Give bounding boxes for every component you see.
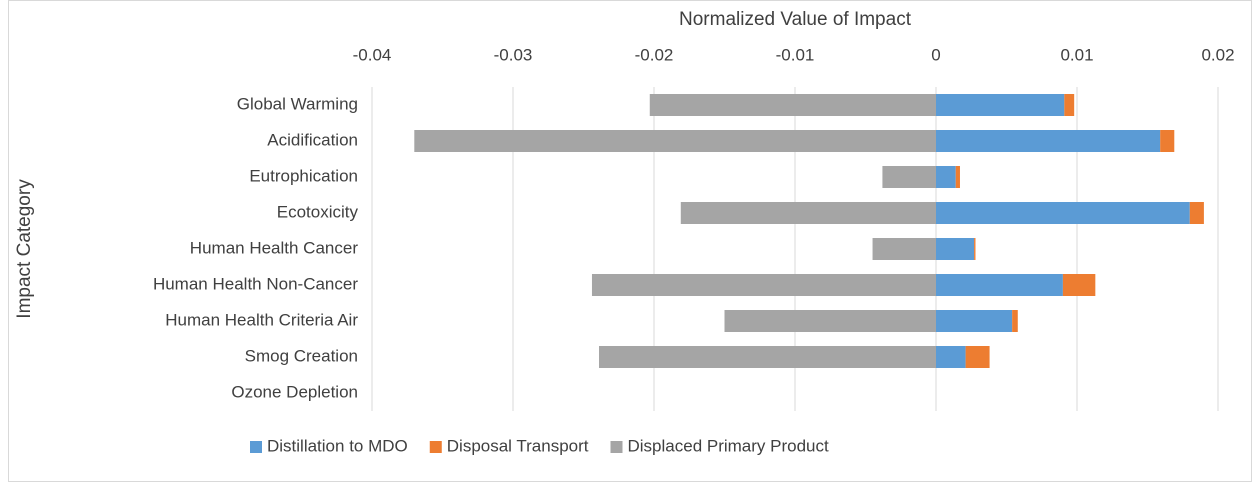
axis-title: Normalized Value of Impact [679,9,912,30]
legend-swatch [429,441,442,453]
bar [649,94,936,116]
bar [1062,274,1096,296]
bar [936,238,975,260]
bar [936,346,966,368]
y-axis-title: Impact Category [14,179,35,319]
x-tick-label: 0.02 [1201,45,1234,64]
x-tick-label: -0.04 [353,45,392,64]
bar [680,202,936,224]
legend-label: Distillation to MDO [267,436,408,455]
y-tick-label: Smog Creation [245,346,358,365]
bar [1189,202,1204,224]
x-tick-label: -0.01 [776,45,815,64]
y-tick-label: Eutrophication [249,166,358,185]
y-tick-label: Human Health Criteria Air [165,310,358,329]
bar [936,166,956,188]
x-tick-label: -0.03 [494,45,533,64]
x-tick-label: -0.02 [635,45,674,64]
bar [882,166,936,188]
bar [1012,310,1018,332]
legend-swatch [250,441,262,453]
bar [591,274,936,296]
x-tick-label: 0.01 [1060,45,1093,64]
bar [872,238,936,260]
x-tick-label: 0 [931,45,940,64]
bar [965,346,990,368]
y-tick-label: Human Health Non-Cancer [153,274,358,293]
bar [974,238,976,260]
y-tick-label: Acidification [267,130,358,149]
legend-swatch [610,441,623,453]
bar [936,94,1065,116]
bar [414,130,936,152]
bar [724,310,936,332]
bar [599,346,936,368]
bar [1160,130,1175,152]
bar [955,166,960,188]
legend-label: Disposal Transport [447,436,589,455]
bar [936,274,1063,296]
bar [936,130,1161,152]
bar [936,202,1190,224]
y-tick-label: Human Health Cancer [190,238,359,257]
bar [936,310,1013,332]
y-tick-label: Ozone Depletion [231,382,358,401]
y-tick-label: Global Warming [237,94,358,113]
legend-label: Displaced Primary Product [628,436,830,455]
bar [1064,94,1075,116]
chart-border [8,0,1252,482]
y-tick-label: Ecotoxicity [277,202,359,221]
